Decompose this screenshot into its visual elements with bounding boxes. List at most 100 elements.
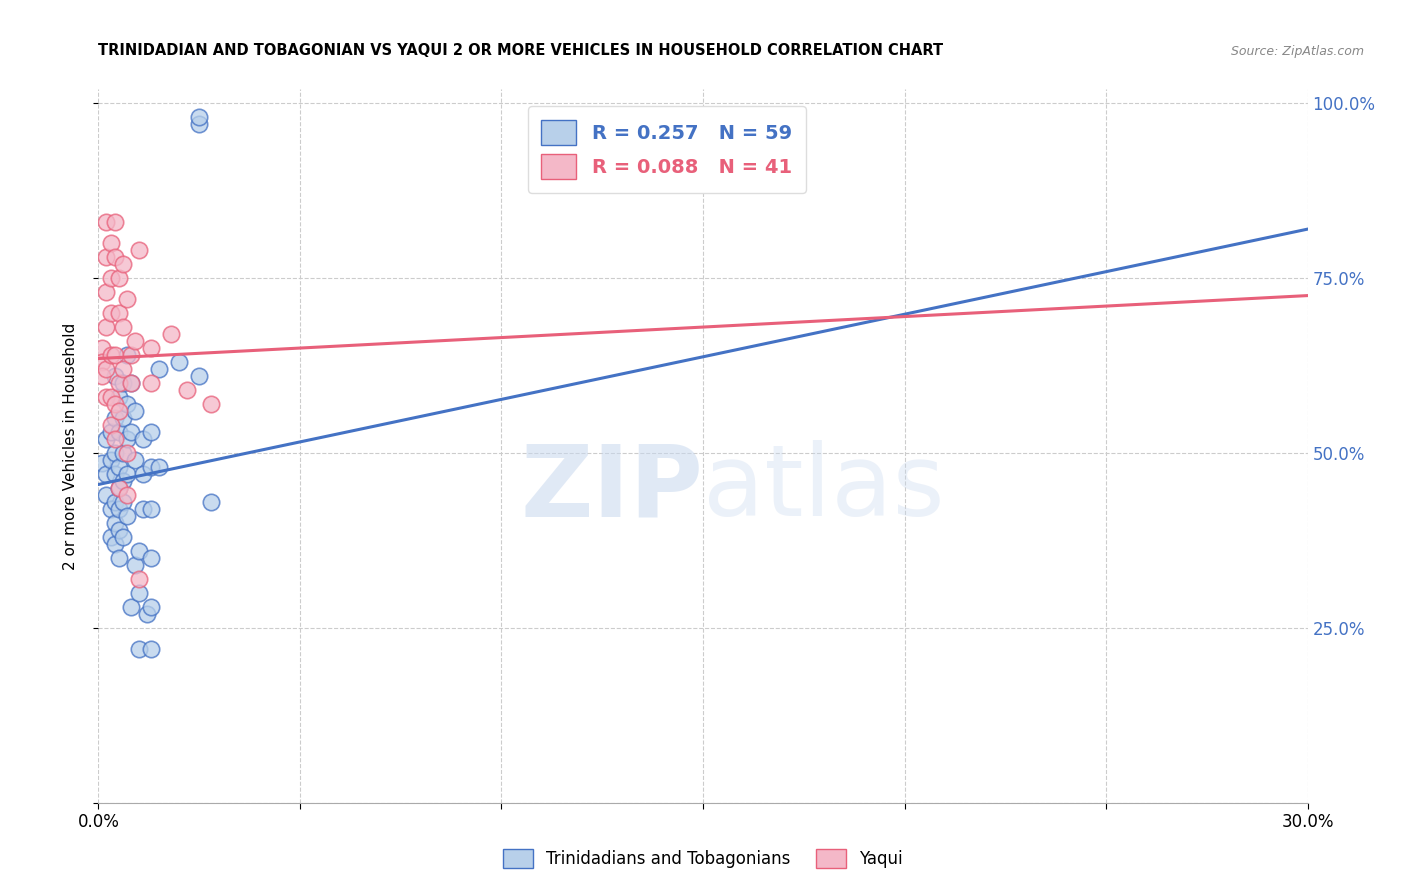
Point	[96, 467, 118, 481]
Point	[115, 508, 138, 523]
Point	[132, 467, 155, 481]
Point	[111, 320, 134, 334]
Point	[139, 641, 162, 656]
Point	[103, 397, 125, 411]
Point	[200, 397, 222, 411]
Point	[176, 383, 198, 397]
Point	[111, 376, 134, 390]
Point	[100, 425, 122, 439]
Point	[115, 488, 138, 502]
Point	[103, 432, 125, 446]
Point	[188, 369, 211, 384]
Point	[135, 607, 157, 621]
Point	[91, 341, 114, 355]
Point	[120, 348, 142, 362]
Point	[148, 460, 170, 475]
Point	[107, 390, 129, 404]
Point	[124, 558, 146, 572]
Point	[124, 334, 146, 348]
Point	[103, 215, 125, 229]
Point	[139, 425, 162, 439]
Point	[200, 495, 222, 509]
Point	[115, 467, 138, 481]
Point	[100, 390, 122, 404]
Point	[188, 110, 211, 124]
Text: ZIP: ZIP	[520, 441, 703, 537]
Point	[111, 530, 134, 544]
Point	[148, 362, 170, 376]
Y-axis label: 2 or more Vehicles in Household: 2 or more Vehicles in Household	[63, 322, 77, 570]
Point	[139, 550, 162, 565]
Point	[100, 530, 122, 544]
Point	[120, 376, 142, 390]
Point	[139, 502, 162, 516]
Point	[107, 481, 129, 495]
Point	[96, 285, 118, 299]
Point	[139, 460, 162, 475]
Point	[139, 599, 162, 614]
Point	[139, 341, 162, 355]
Legend: R = 0.257   N = 59, R = 0.088   N = 41: R = 0.257 N = 59, R = 0.088 N = 41	[527, 106, 806, 193]
Point	[188, 117, 211, 131]
Point	[100, 236, 122, 251]
Point	[132, 432, 155, 446]
Point	[91, 457, 114, 471]
Point	[107, 306, 129, 320]
Point	[100, 306, 122, 320]
Point	[111, 474, 134, 488]
Point	[100, 453, 122, 467]
Point	[96, 390, 118, 404]
Point	[107, 523, 129, 537]
Point	[124, 453, 146, 467]
Point	[96, 432, 118, 446]
Point	[120, 376, 142, 390]
Point	[128, 641, 150, 656]
Point	[128, 572, 150, 586]
Point	[115, 397, 138, 411]
Point	[111, 411, 134, 425]
Point	[96, 250, 118, 264]
Point	[96, 488, 118, 502]
Point	[139, 376, 162, 390]
Point	[128, 586, 150, 600]
Point	[103, 411, 125, 425]
Point	[128, 544, 150, 558]
Point	[96, 320, 118, 334]
Point	[103, 516, 125, 530]
Point	[128, 243, 150, 257]
Point	[124, 404, 146, 418]
Point	[107, 460, 129, 475]
Point	[107, 425, 129, 439]
Point	[111, 362, 134, 376]
Point	[103, 250, 125, 264]
Point	[132, 502, 155, 516]
Point	[167, 355, 190, 369]
Point	[96, 215, 118, 229]
Point	[103, 537, 125, 551]
Point	[107, 550, 129, 565]
Point	[111, 446, 134, 460]
Point	[115, 348, 138, 362]
Point	[107, 502, 129, 516]
Text: atlas: atlas	[703, 441, 945, 537]
Point	[103, 446, 125, 460]
Point	[103, 495, 125, 509]
Point	[107, 404, 129, 418]
Point	[111, 495, 134, 509]
Point	[115, 432, 138, 446]
Point	[115, 292, 138, 306]
Point	[160, 327, 183, 342]
Text: TRINIDADIAN AND TOBAGONIAN VS YAQUI 2 OR MORE VEHICLES IN HOUSEHOLD CORRELATION : TRINIDADIAN AND TOBAGONIAN VS YAQUI 2 OR…	[98, 43, 943, 58]
Point	[91, 355, 114, 369]
Point	[111, 257, 134, 271]
Point	[103, 369, 125, 384]
Point	[107, 481, 129, 495]
Point	[115, 446, 138, 460]
Point	[100, 502, 122, 516]
Point	[100, 348, 122, 362]
Point	[96, 362, 118, 376]
Point	[120, 425, 142, 439]
Point	[91, 369, 114, 384]
Point	[107, 376, 129, 390]
Point	[100, 417, 122, 432]
